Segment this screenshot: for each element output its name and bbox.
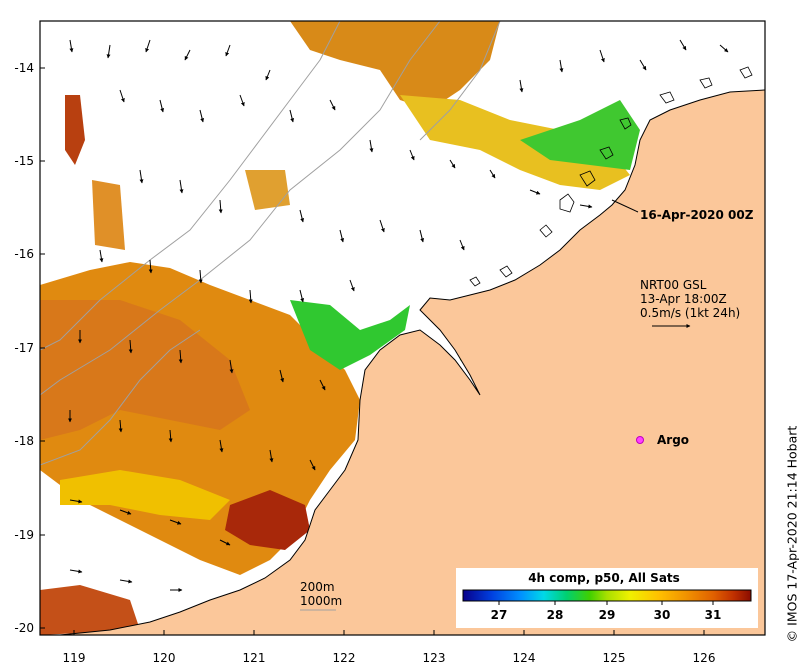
- imos-credit-text: © IMOS 17-Apr-2020 21:14 Hobart: [784, 425, 800, 643]
- plot-frame: [39, 20, 766, 636]
- y-tick-19: -19: [14, 528, 34, 542]
- depth-1000m-label: 1000m: [300, 594, 342, 608]
- y-axis-labels: -14 -15 -16 -17 -18 -19 -20: [14, 61, 34, 635]
- colorbar: 4h comp, p50, All Sats 27 28 29 30 31: [456, 568, 758, 628]
- colorbar-tick-27: 27: [491, 608, 508, 622]
- product-line3: 0.5m/s (1kt 24h): [640, 306, 740, 320]
- sst-patch-north-east: [400, 95, 630, 190]
- x-axis-labels: 119 120 121 122 123 124 125 126: [63, 651, 716, 665]
- product-line2: 13-Apr 18:00Z: [640, 292, 727, 306]
- current-vectors: [68, 39, 729, 592]
- sst-patch-small-2: [92, 180, 125, 250]
- argo-label: Argo: [657, 433, 689, 447]
- sst-patch-small-1: [245, 170, 290, 210]
- imos-credit: © IMOS 17-Apr-2020 21:14 Hobart: [783, 400, 801, 668]
- argo-marker: [636, 436, 644, 444]
- x-tick-119: 119: [63, 651, 86, 665]
- sst-patch-north-west-strip: [65, 95, 85, 165]
- y-tick-20: -20: [14, 621, 34, 635]
- sst-patch-sw-corner: [40, 585, 140, 635]
- bathymetry-contours: [40, 21, 501, 466]
- coastline: [59, 89, 765, 635]
- x-tick-124: 124: [513, 651, 536, 665]
- sst-patch-hot-south: [225, 490, 310, 550]
- x-tick-120: 120: [153, 651, 176, 665]
- x-tick-123: 123: [423, 651, 446, 665]
- y-tick-15: -15: [14, 154, 34, 168]
- sst-patch-west: [40, 300, 250, 440]
- date-pointer: [611, 199, 639, 213]
- y-tick-16: -16: [14, 247, 34, 261]
- depth-legend: 200m 1000m: [300, 580, 342, 611]
- product-line1: NRT00 GSL: [640, 278, 707, 292]
- x-tick-126: 126: [693, 651, 716, 665]
- x-tick-121: 121: [243, 651, 266, 665]
- sst-patch-green-coast: [290, 300, 410, 370]
- colorbar-gradient: [462, 589, 752, 602]
- sst-patch-green-north: [520, 100, 640, 170]
- sst-patch-yellow-band: [60, 470, 230, 520]
- kimberley-islands: [469, 66, 753, 287]
- colorbar-tick-30: 30: [654, 608, 671, 622]
- land-mass: [60, 90, 765, 635]
- colorbar-tick-29: 29: [599, 608, 616, 622]
- colorbar-tick-31: 31: [705, 608, 722, 622]
- y-tick-14: -14: [14, 61, 34, 75]
- depth-200m-label: 200m: [300, 580, 335, 594]
- x-tick-125: 125: [603, 651, 626, 665]
- y-tick-18: -18: [14, 434, 34, 448]
- date-label: 16-Apr-2020 00Z: [640, 208, 754, 222]
- colorbar-tick-28: 28: [547, 608, 564, 622]
- colorbar-title: 4h comp, p50, All Sats: [528, 571, 680, 585]
- axis-ticks: [40, 67, 705, 635]
- y-tick-17: -17: [14, 341, 34, 355]
- x-tick-122: 122: [333, 651, 356, 665]
- sst-patch-north-center: [290, 21, 500, 110]
